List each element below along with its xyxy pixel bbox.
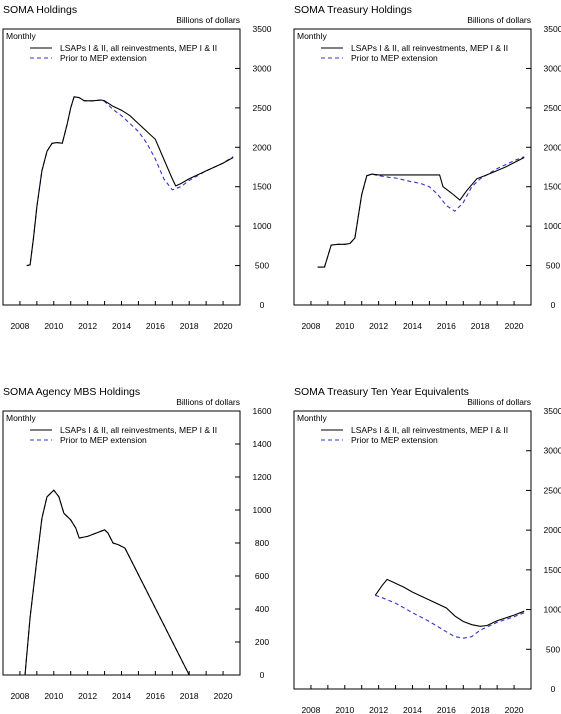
series-line <box>374 578 525 627</box>
chart-title: SOMA Agency MBS Holdings <box>3 386 140 398</box>
x-tick-label: 2008 <box>301 705 320 714</box>
series-line <box>26 96 234 267</box>
x-tick-label: 2020 <box>214 321 233 331</box>
plot-frame <box>2 28 241 306</box>
x-tick-label: 2018 <box>471 321 490 331</box>
plot-frame <box>293 28 532 306</box>
series-line <box>26 96 234 267</box>
y-tick-label: 400 <box>255 604 269 614</box>
y-tick-label: 800 <box>255 538 269 548</box>
y-tick-label: 3000 <box>544 446 561 456</box>
y-axis-label: Billions of dollars <box>176 397 240 407</box>
y-tick-label: 3000 <box>544 63 561 73</box>
chart-panel-1: SOMA Holdings Billions of dollars 0 500 1000… <box>2 4 272 331</box>
chart-panel-3: SOMA Agency MBS Holdings Billions of doll… <box>2 386 272 701</box>
legend-label: Prior to MEP extension <box>60 435 147 445</box>
y-tick-label: 1000 <box>253 505 272 515</box>
x-tick-label: 2020 <box>505 321 524 331</box>
x-tick-label: 2016 <box>437 705 456 714</box>
y-tick-label: 2000 <box>544 142 561 152</box>
y-tick-label: 500 <box>546 644 560 654</box>
x-tick-label: 2012 <box>369 321 388 331</box>
y-tick-label: 3500 <box>253 24 272 34</box>
chart-panel-4: SOMA Treasury Ten Year EquivalentsBillio… <box>293 386 561 714</box>
y-tick-label: 2500 <box>544 103 561 113</box>
series-line <box>317 156 525 268</box>
x-tick-label: 2008 <box>10 691 29 701</box>
frequency-label: Monthly <box>6 31 37 41</box>
y-tick-label: 2000 <box>544 525 561 535</box>
y-tick-label: 1500 <box>253 182 272 192</box>
x-tick-label: 2014 <box>403 321 422 331</box>
y-tick-label: 1000 <box>544 221 561 231</box>
y-tick-label: 3500 <box>544 406 561 416</box>
y-tick-label: 1500 <box>544 182 561 192</box>
x-tick-label: 2010 <box>44 321 63 331</box>
y-tick-label: 1600 <box>253 406 272 416</box>
y-tick-label: 2500 <box>544 485 561 495</box>
y-tick-label: 2000 <box>253 142 272 152</box>
chart-title: SOMA Treasury Ten Year Equivalents <box>294 386 469 398</box>
y-tick-label: 0 <box>260 300 265 310</box>
x-tick-label: 2014 <box>112 321 131 331</box>
frequency-label: Monthly <box>6 413 37 423</box>
y-tick-label: 3500 <box>544 24 561 34</box>
x-tick-label: 2014 <box>403 705 422 714</box>
y-tick-label: 600 <box>255 571 269 581</box>
x-tick-label: 2016 <box>146 691 165 701</box>
series-line <box>3 489 240 676</box>
x-tick-label: 2012 <box>369 705 388 714</box>
series-line <box>3 489 240 676</box>
x-tick-label: 2012 <box>78 321 97 331</box>
legend-label: Prior to MEP extension <box>351 53 438 63</box>
x-tick-label: 2012 <box>78 691 97 701</box>
chart-title: SOMA Holdings <box>3 4 77 16</box>
x-tick-label: 2010 <box>335 321 354 331</box>
y-tick-label: 3000 <box>253 63 272 73</box>
y-tick-label: 1000 <box>253 221 272 231</box>
frequency-label: Monthly <box>297 413 328 423</box>
x-tick-label: 2020 <box>214 691 233 701</box>
y-tick-label: 500 <box>546 261 560 271</box>
x-tick-label: 2010 <box>335 705 354 714</box>
y-tick-label: 1500 <box>544 565 561 575</box>
y-tick-label: 0 <box>260 670 265 680</box>
legend-label: LSAPs I & II, all reinvestments, MEP I &… <box>60 425 217 435</box>
y-tick-label: 2500 <box>253 103 272 113</box>
x-tick-label: 2008 <box>10 321 29 331</box>
legend-label: Prior to MEP extension <box>60 53 147 63</box>
x-tick-label: 2016 <box>437 321 456 331</box>
chart-title: SOMA Treasury Holdings <box>294 4 412 16</box>
legend-label: LSAPs I & II, all reinvestments, MEP I &… <box>351 43 508 53</box>
chart-panel-2: SOMA Treasury Holdings Billions of dollar… <box>293 4 561 331</box>
y-axis-label: Billions of dollars <box>176 15 240 25</box>
frequency-label: Monthly <box>297 31 328 41</box>
y-tick-label: 1000 <box>544 605 561 615</box>
y-axis-label: Billions of dollars <box>467 397 531 407</box>
y-tick-label: 1400 <box>253 439 272 449</box>
y-tick-label: 0 <box>551 300 556 310</box>
series-line <box>317 157 525 268</box>
legend-label: Prior to MEP extension <box>351 435 438 445</box>
x-tick-label: 2016 <box>146 321 165 331</box>
y-tick-label: 500 <box>255 261 269 271</box>
legend-label: LSAPs I & II, all reinvestments, MEP I &… <box>351 425 508 435</box>
y-tick-label: 0 <box>551 684 556 694</box>
x-tick-label: 2014 <box>112 691 131 701</box>
y-tick-label: 1200 <box>253 472 272 482</box>
x-tick-label: 2008 <box>301 321 320 331</box>
plot-frame <box>293 410 532 690</box>
series-line <box>375 594 525 639</box>
x-tick-label: 2018 <box>180 691 199 701</box>
x-tick-label: 2018 <box>471 705 490 714</box>
x-tick-label: 2018 <box>180 321 199 331</box>
y-axis-label: Billions of dollars <box>467 15 531 25</box>
x-tick-label: 2020 <box>505 705 524 714</box>
x-tick-label: 2010 <box>44 691 63 701</box>
y-tick-label: 200 <box>255 637 269 647</box>
legend-label: LSAPs I & II, all reinvestments, MEP I &… <box>60 43 217 53</box>
